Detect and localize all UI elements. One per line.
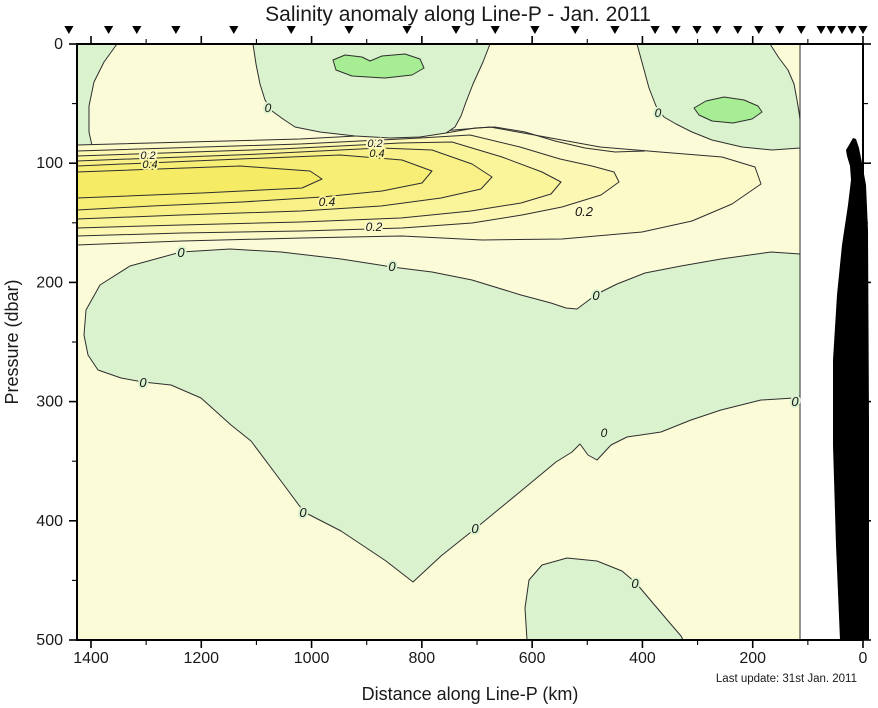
contour-region-negative-surface-right	[636, 43, 801, 151]
y-tick-label: 200	[36, 274, 63, 291]
station-markers	[64, 26, 868, 34]
x-axis-title: Distance along Line-P (km)	[362, 684, 579, 704]
station-marker-triangle	[733, 26, 743, 34]
zero-contour-connector	[445, 126, 646, 153]
y-tick-label: 300	[36, 394, 63, 411]
y-tick-label: 100	[36, 155, 63, 172]
axes-ticks: 1400 1200 1000 800 600 400 200 0 0 100 200 300 400 50…	[36, 36, 871, 667]
contour-label: 0.2	[366, 220, 383, 234]
bathymetry-silhouette	[833, 138, 869, 640]
station-marker-triangle	[692, 26, 702, 34]
contour-region-positive-core	[76, 165, 323, 199]
station-marker-triangle	[671, 26, 681, 34]
station-marker-triangle	[229, 26, 239, 34]
station-marker-triangle	[490, 26, 500, 34]
station-marker-triangle	[816, 26, 826, 34]
y-tick-label: 500	[36, 632, 63, 649]
last-update-note: Last update: 31st Jan. 2011	[716, 673, 857, 685]
station-marker-triangle	[132, 26, 142, 34]
station-marker-triangle	[796, 26, 806, 34]
x-tick-label: 800	[409, 650, 436, 667]
contour-label: 0.4	[319, 195, 336, 209]
station-marker-triangle	[837, 26, 847, 34]
plot-frame	[76, 43, 864, 641]
contour-label: 0	[471, 521, 479, 536]
contour-label: 0.2	[367, 138, 382, 150]
station-marker-triangle	[104, 26, 114, 34]
x-tick-label: 1200	[183, 650, 219, 667]
station-marker-triangle	[286, 26, 296, 34]
contour-label: 0	[139, 375, 147, 390]
station-marker-triangle	[610, 26, 620, 34]
contour-label: 0	[592, 288, 600, 303]
y-tick-label: 0	[54, 36, 63, 53]
contour-label: 0	[655, 106, 662, 120]
contour-label: 0.4	[369, 148, 384, 160]
x-tick-label: 1000	[294, 650, 330, 667]
station-marker-triangle	[451, 26, 461, 34]
station-marker-triangle	[344, 26, 354, 34]
station-marker-triangle	[530, 26, 540, 34]
contour-region-negative-deep	[83, 248, 801, 583]
station-marker-triangle	[570, 26, 580, 34]
station-marker-triangle	[858, 26, 868, 34]
contour-label: 0	[299, 505, 307, 520]
contour-label: 0	[791, 394, 799, 409]
y-tick-label: 400	[36, 513, 63, 530]
y-axis-title: Pressure (dbar)	[2, 279, 22, 404]
contour-label: 0.2	[575, 204, 594, 219]
station-marker-triangle	[402, 26, 412, 34]
x-tick-label: 1400	[73, 650, 109, 667]
contour-label: 0	[388, 259, 396, 274]
contour-label: 0.4	[142, 159, 157, 171]
station-marker-triangle	[826, 26, 836, 34]
station-marker-triangle	[712, 26, 722, 34]
contour-region-negative-core-right	[693, 96, 763, 124]
contour-region-negative-bottom	[524, 557, 684, 641]
x-tick-label: 400	[629, 650, 656, 667]
x-tick-label: 200	[739, 650, 766, 667]
contour-label: 0	[265, 101, 272, 115]
chart-title: Salinity anomaly along Line-P - Jan. 201…	[265, 3, 651, 26]
station-marker-triangle	[171, 26, 181, 34]
contour-label: 0	[631, 576, 639, 591]
station-marker-triangle	[847, 26, 857, 34]
contour-label: 0	[601, 426, 608, 440]
x-tick-label: 600	[519, 650, 546, 667]
contour-open-lines	[445, 44, 801, 640]
contour-region-negative-surface-mid	[252, 43, 491, 139]
station-marker-triangle	[64, 26, 74, 34]
contour-region-negative-core-mid	[332, 53, 425, 79]
station-marker-triangle	[754, 26, 764, 34]
x-tick-label: 0	[859, 650, 868, 667]
station-marker-triangle	[775, 26, 785, 34]
contour-label: 0.2	[140, 150, 155, 162]
contour-label: 0	[177, 245, 185, 260]
station-marker-triangle	[650, 26, 660, 34]
contour-fill-regions	[76, 43, 801, 641]
